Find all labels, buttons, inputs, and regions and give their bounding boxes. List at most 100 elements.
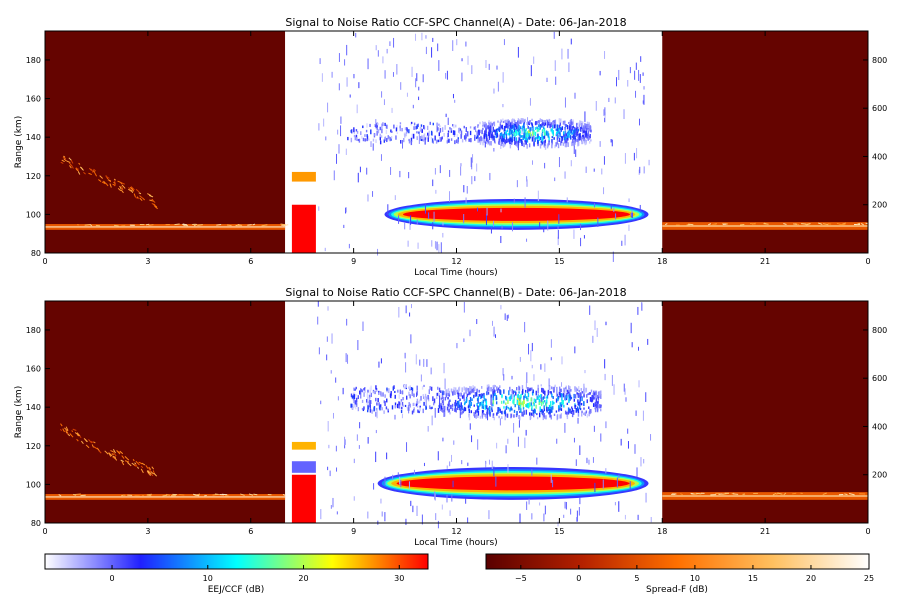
echo-pixel	[583, 407, 585, 410]
echo-pixel	[570, 388, 572, 392]
plume-streak	[121, 184, 126, 189]
noise-pixel	[423, 358, 425, 367]
echo-pixel	[544, 400, 546, 403]
echo-pixel	[518, 398, 520, 403]
echo-pixel	[426, 134, 428, 139]
echo-pixel	[522, 403, 525, 408]
echo-pixel	[453, 124, 455, 129]
plume-streak	[120, 182, 125, 185]
panel-channel-b: Signal to Noise Ratio CCF-SPC Channel(B)…	[14, 286, 887, 548]
echo-pixel	[355, 404, 357, 410]
echo-pixel	[534, 131, 537, 137]
noise-pixel	[524, 197, 526, 208]
echo-pixel	[584, 140, 586, 143]
echo-streak	[842, 222, 846, 225]
echo-pixel	[573, 131, 576, 137]
noise-pixel	[526, 372, 528, 384]
echo-pixel	[582, 129, 584, 134]
echo-pixel	[394, 402, 397, 408]
plume-streak	[128, 188, 132, 192]
echo-pixel	[355, 397, 358, 402]
echo-pixel	[473, 394, 475, 399]
echo-pixel	[480, 135, 482, 139]
noise-pixel	[459, 409, 461, 419]
echo-pixel	[522, 399, 525, 404]
noise-pixel	[557, 236, 559, 246]
echo-pixel	[551, 393, 553, 398]
echo-pixel	[432, 396, 434, 402]
noise-pixel	[442, 222, 444, 226]
echo-pixel	[491, 133, 493, 138]
echo-pixel	[551, 128, 553, 134]
y-tick-label: 100	[26, 480, 41, 489]
echo-pixel	[533, 130, 535, 135]
echo-pixel	[556, 131, 558, 136]
echo-pixel	[504, 416, 506, 421]
echo-pixel	[394, 394, 396, 399]
plume-streak	[112, 452, 117, 457]
noise-pixel	[525, 381, 527, 389]
echo-pixel	[558, 391, 561, 395]
noise-pixel	[449, 191, 451, 202]
echo-pixel	[534, 127, 537, 130]
noise-pixel	[550, 339, 552, 348]
noise-pixel	[442, 396, 444, 405]
echo-pixel	[444, 411, 446, 417]
echo-pixel	[485, 128, 488, 134]
plume-streak	[113, 184, 116, 187]
noise-pixel	[392, 474, 394, 481]
echo-pixel	[364, 388, 366, 393]
echo-pixel	[529, 412, 531, 416]
echo-pixel	[492, 402, 494, 407]
echo-pixel	[370, 385, 372, 391]
noise-pixel	[638, 380, 640, 388]
calibration-mark	[291, 474, 316, 523]
echo-pixel	[530, 412, 533, 416]
echo-pixel	[533, 398, 536, 403]
echo-pixel	[482, 399, 485, 404]
echo-pixel	[557, 396, 559, 402]
noise-pixel	[586, 457, 588, 464]
echo-pixel	[531, 118, 533, 121]
echo-pixel	[355, 401, 358, 406]
echo-pixel	[515, 122, 517, 127]
noise-pixel	[367, 58, 369, 70]
noise-pixel	[431, 240, 433, 247]
echo-pixel	[528, 133, 530, 137]
echo-pixel	[461, 411, 463, 415]
echo-pixel	[355, 129, 358, 132]
echo-pixel	[509, 125, 512, 128]
echo-pixel	[488, 136, 491, 140]
echo-pixel	[517, 393, 519, 399]
echo-pixel	[508, 120, 511, 126]
echo-pixel	[597, 397, 600, 401]
echo-pixel	[453, 386, 455, 392]
feature-calibration-block	[291, 461, 316, 473]
echo-pixel	[562, 394, 565, 398]
echo-pixel	[438, 405, 440, 408]
echo-pixel	[500, 119, 502, 122]
echo-pixel	[513, 397, 515, 401]
echo-pixel	[581, 396, 583, 402]
plume-streak	[108, 452, 112, 457]
echo-pixel	[571, 406, 573, 409]
noise-pixel	[564, 127, 566, 137]
echo-pixel	[466, 393, 469, 397]
night-window	[662, 301, 868, 523]
echo-pixel	[457, 406, 459, 411]
noise-pixel	[346, 44, 348, 56]
plume-streak	[124, 456, 130, 461]
echo-pixel	[436, 392, 438, 396]
echo-pixel	[509, 386, 511, 392]
noise-pixel	[449, 510, 451, 517]
y-tick-label: 80	[31, 249, 41, 258]
echo-pixel	[511, 140, 513, 144]
echo-pixel	[584, 411, 587, 417]
noise-pixel	[511, 375, 513, 380]
noise-pixel	[335, 445, 337, 452]
echo-streak	[221, 493, 228, 496]
noise-pixel	[329, 470, 331, 477]
echo-pixel	[397, 389, 399, 393]
noise-pixel	[524, 437, 526, 449]
echo-pixel	[493, 416, 496, 421]
